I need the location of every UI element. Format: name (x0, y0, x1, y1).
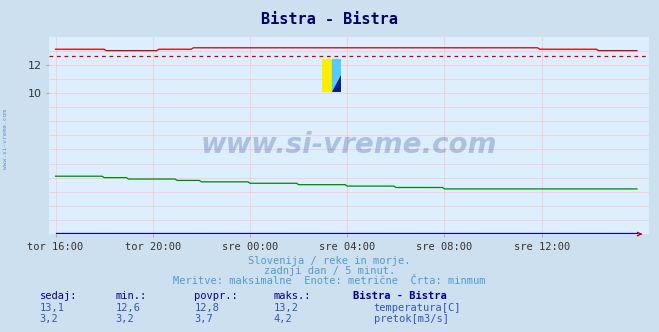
Polygon shape (331, 75, 341, 92)
Text: Bistra - Bistra: Bistra - Bistra (353, 291, 446, 301)
Text: temperatura[C]: temperatura[C] (374, 303, 461, 313)
Text: sedaj:: sedaj: (40, 291, 77, 301)
Text: Slovenija / reke in morje.: Slovenija / reke in morje. (248, 256, 411, 266)
Text: www.si-vreme.com: www.si-vreme.com (201, 131, 498, 159)
Text: 3,2: 3,2 (40, 314, 58, 324)
Text: 3,2: 3,2 (115, 314, 134, 324)
Text: 12,6: 12,6 (115, 303, 140, 313)
Text: 12,8: 12,8 (194, 303, 219, 313)
Text: min.:: min.: (115, 291, 146, 301)
Text: zadnji dan / 5 minut.: zadnji dan / 5 minut. (264, 266, 395, 276)
Text: 4,2: 4,2 (273, 314, 292, 324)
Text: www.si-vreme.com: www.si-vreme.com (3, 110, 8, 169)
Text: Bistra - Bistra: Bistra - Bistra (261, 12, 398, 28)
Polygon shape (331, 59, 341, 92)
Text: 13,2: 13,2 (273, 303, 299, 313)
Text: 13,1: 13,1 (40, 303, 65, 313)
Text: pretok[m3/s]: pretok[m3/s] (374, 314, 449, 324)
Text: povpr.:: povpr.: (194, 291, 238, 301)
Polygon shape (322, 59, 331, 92)
Text: Meritve: maksimalne  Enote: metrične  Črta: minmum: Meritve: maksimalne Enote: metrične Črta… (173, 276, 486, 286)
Text: 3,7: 3,7 (194, 314, 213, 324)
Text: maks.:: maks.: (273, 291, 311, 301)
